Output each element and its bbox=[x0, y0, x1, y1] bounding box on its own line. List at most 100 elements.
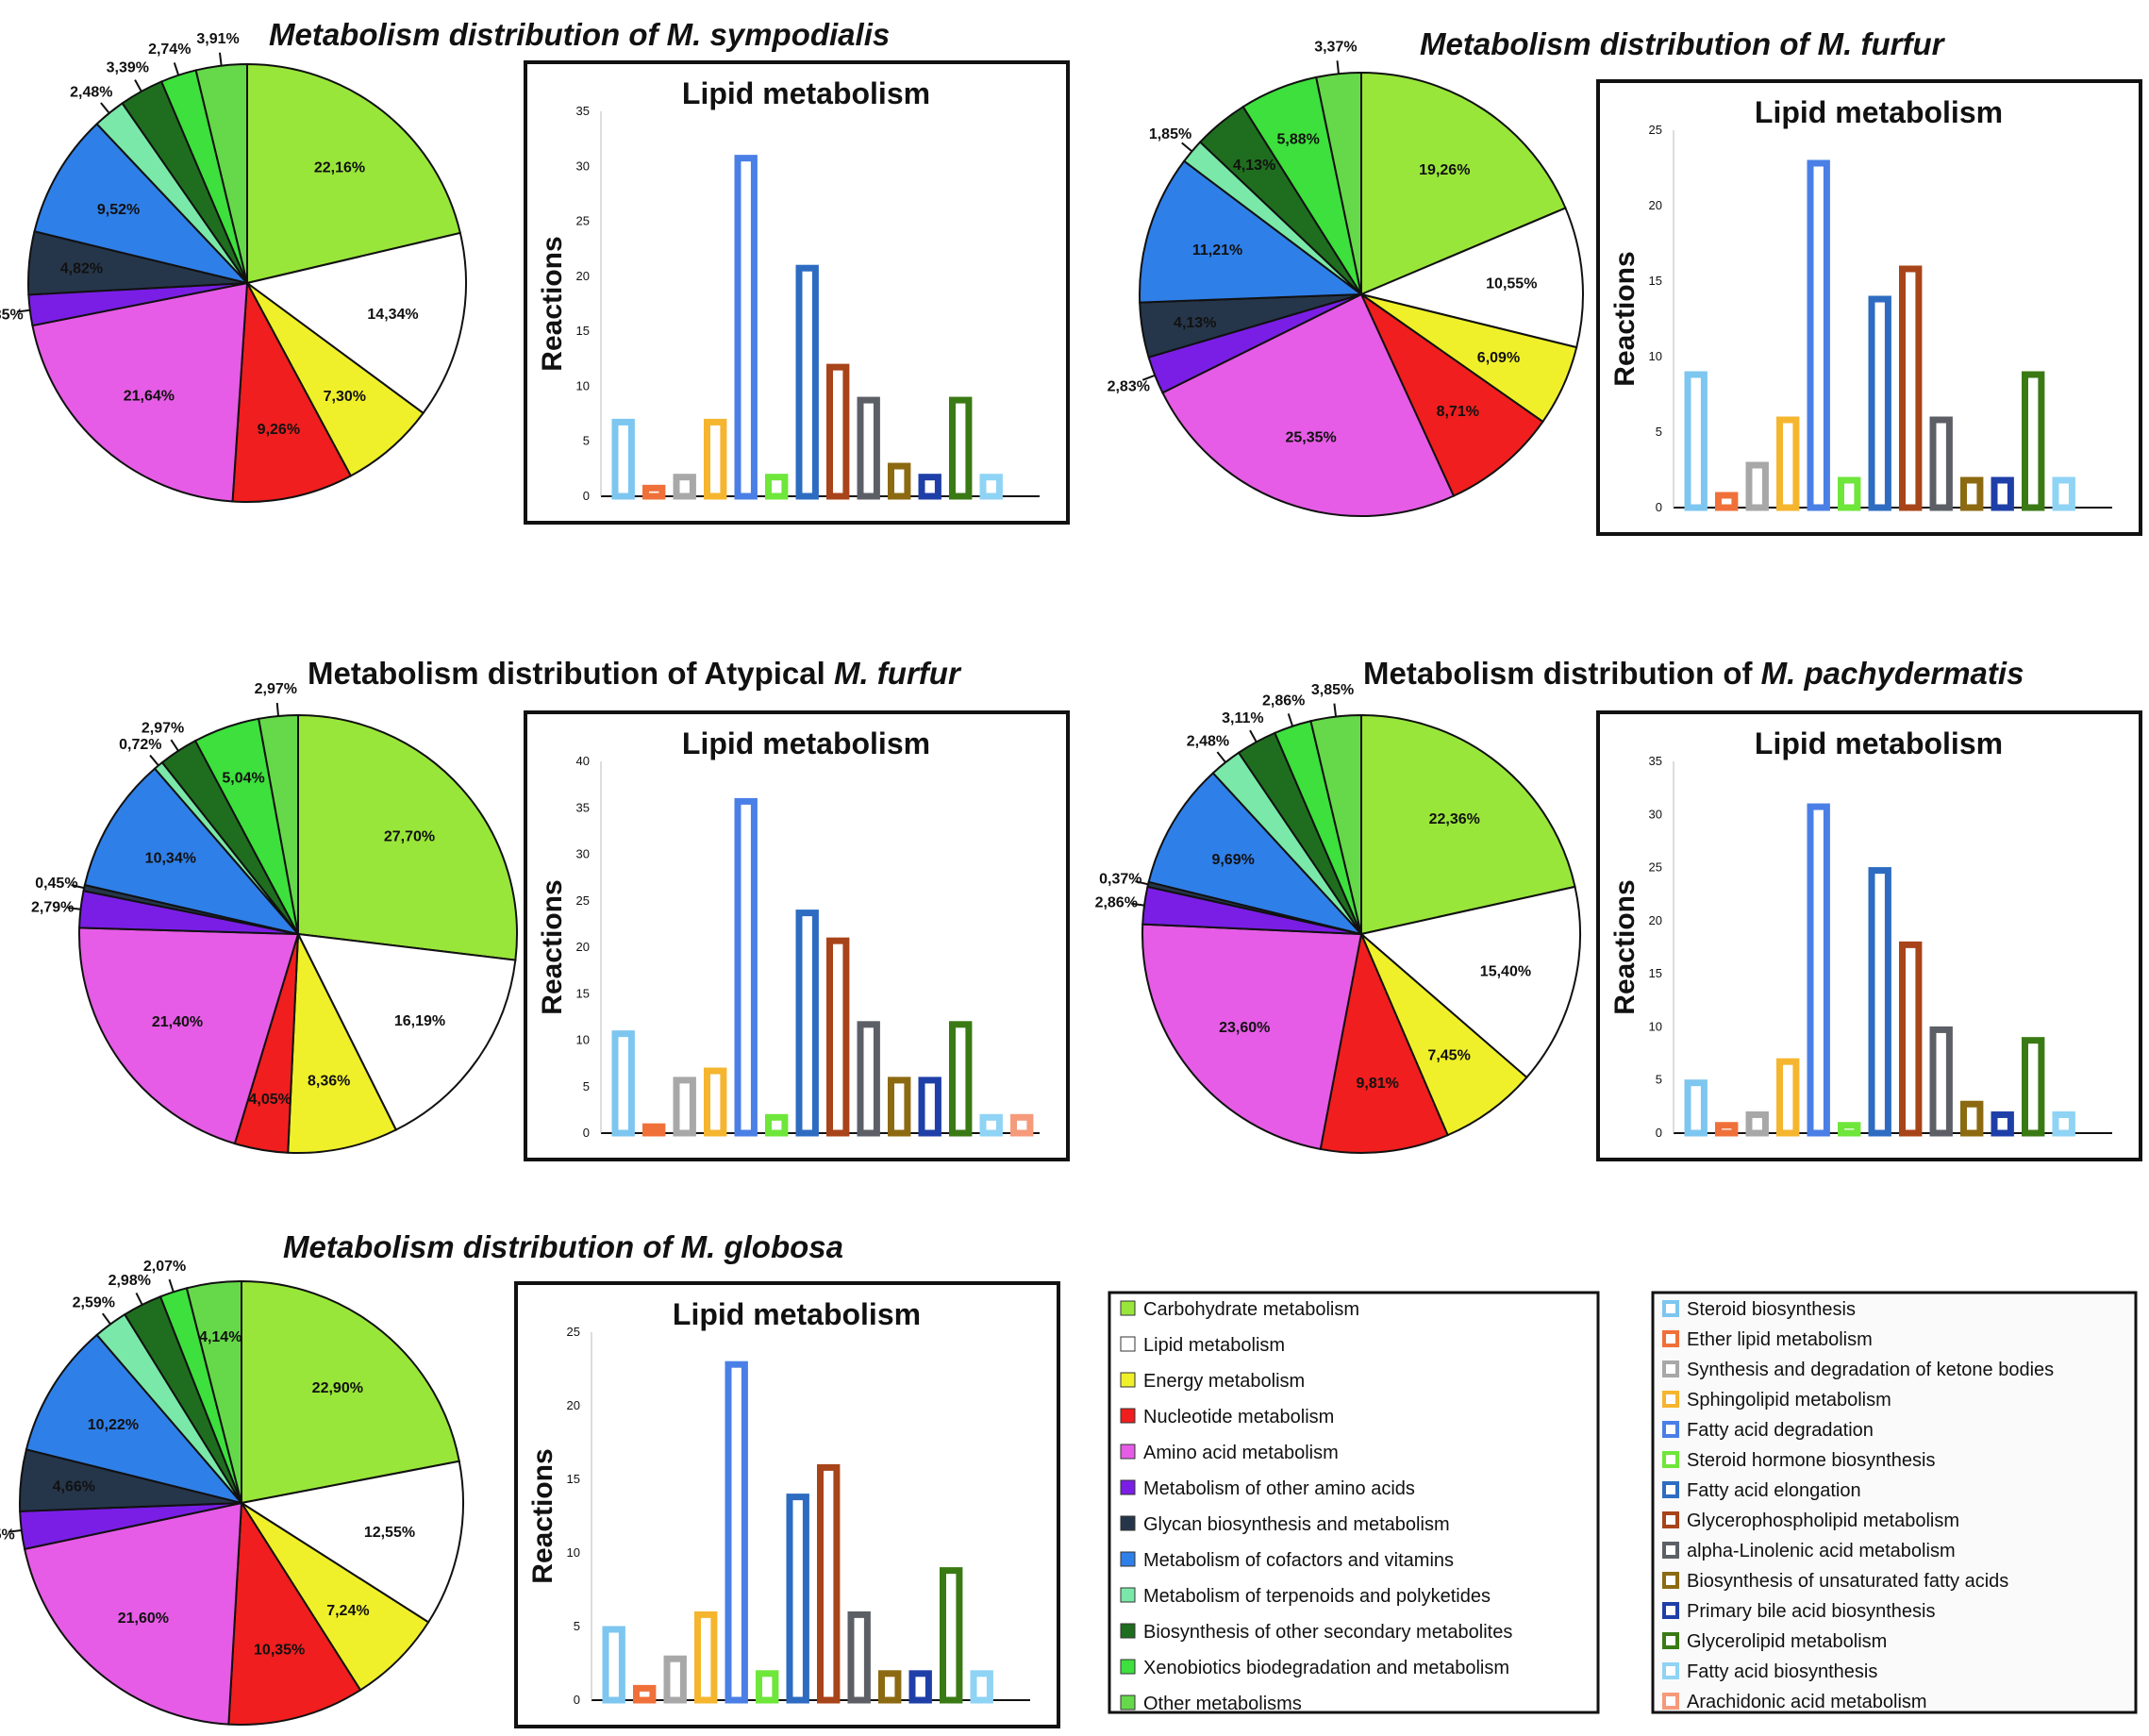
bar-chart-pachydermatis: Lipid metabolism Reactions 0 5 10 15 20 25 30 35 bbox=[1596, 710, 2142, 1161]
label-leader-line bbox=[71, 884, 85, 890]
y-tick-label: 5 bbox=[583, 434, 590, 448]
pie-slice-label: 21,64% bbox=[124, 388, 175, 404]
bar-biosynthesis-of-unsaturated-fatty-acids bbox=[878, 1670, 902, 1704]
pie-chart-title: Metabolism distribution of Atypical M. f… bbox=[308, 656, 962, 691]
legend-item-label: Fatty acid biosynthesis bbox=[1687, 1661, 1877, 1682]
pie-slice-label: 8,36% bbox=[308, 1073, 350, 1089]
pie-slice-label: 2,86% bbox=[1262, 693, 1305, 709]
y-tick-label: 25 bbox=[1649, 860, 1662, 875]
y-tick-label: 15 bbox=[576, 324, 590, 338]
pie-slice-label: 23,60% bbox=[1219, 1020, 1270, 1036]
legend-item-label: Arachidonic acid metabolism bbox=[1687, 1692, 1927, 1712]
pie-slice-label: 3,39% bbox=[107, 60, 149, 76]
title-prefix: Metabolism distribution of bbox=[283, 1229, 681, 1264]
bar-glycerophospholipid-metabolism bbox=[826, 937, 850, 1137]
label-leader-line bbox=[1130, 902, 1145, 907]
pie-slice-label: 2,35% bbox=[0, 308, 24, 324]
bar-fatty-acid-biosynthesis bbox=[970, 1670, 993, 1704]
y-tick-label: 15 bbox=[1649, 274, 1662, 288]
metabolism-legend: Carbohydrate metabolism Lipid metabolism E… bbox=[1108, 1291, 1600, 1714]
y-axis-label: Reactions bbox=[527, 1448, 558, 1583]
bar-alpha-linolenic-acid-metabolism bbox=[857, 1021, 880, 1137]
title-prefix: Metabolism distribution of bbox=[1420, 26, 1818, 61]
bar-sphingolipid-metabolism bbox=[694, 1611, 718, 1704]
title-species: M. furfur bbox=[1818, 26, 1946, 61]
pie-slice-label: 2,59% bbox=[73, 1294, 115, 1310]
pie-slice-label: 25,35% bbox=[1285, 430, 1336, 446]
pie-chart-atypical: 27,70% 16,19% 8,36% 4,05% 21,40% 2,79% 0,45% 10… bbox=[31, 656, 962, 1154]
pie-slice-label: 2,98% bbox=[108, 1273, 151, 1289]
pie-slice-label: 12,55% bbox=[364, 1525, 415, 1541]
legend-item-label: Steroid hormone biosynthesis bbox=[1687, 1450, 1935, 1471]
pie-slice-label: 7,30% bbox=[324, 389, 366, 405]
bar-synthesis-and-degradation-of-ketone-bodies bbox=[663, 1655, 687, 1704]
legend-swatch bbox=[1662, 1451, 1679, 1468]
legend-item-label: Synthesis and degradation of ketone bodi… bbox=[1687, 1360, 2054, 1380]
y-tick-label: 30 bbox=[576, 159, 590, 173]
pie-slice-label: 22,16% bbox=[314, 159, 365, 175]
label-leader-line bbox=[218, 52, 223, 66]
pie-slice bbox=[78, 926, 300, 1145]
bar-ether-lipid-metabolism bbox=[642, 1123, 666, 1137]
pie-slice bbox=[194, 62, 248, 284]
bar-steroid-biosynthesis bbox=[602, 1626, 625, 1704]
legend-swatch bbox=[1120, 1551, 1136, 1567]
legend-item-label: Metabolism of cofactors and vitamins bbox=[1143, 1550, 1454, 1571]
pie-slice-label: 4,13% bbox=[1174, 315, 1216, 331]
bar-fatty-acid-biosynthesis bbox=[2052, 1110, 2075, 1137]
legend-swatch bbox=[1662, 1391, 1679, 1408]
bar-synthesis-and-degradation-of-ketone-bodies bbox=[1745, 461, 1769, 511]
bar-steroid-biosynthesis bbox=[1684, 371, 1708, 511]
pie-slice bbox=[1319, 930, 1449, 1154]
legend-swatch bbox=[1662, 1662, 1679, 1679]
label-leader-line bbox=[1336, 60, 1340, 75]
pie-slice-label: 2,07% bbox=[143, 1259, 186, 1275]
pie-slice bbox=[1309, 713, 1362, 935]
pie-slice-label: 19,26% bbox=[1419, 162, 1470, 178]
pie-slice bbox=[1360, 933, 1528, 1137]
y-tick-label: 0 bbox=[1656, 1126, 1662, 1140]
bar-fatty-acid-degradation bbox=[725, 1360, 748, 1704]
label-leader-line bbox=[1181, 142, 1193, 153]
y-tick-label: 35 bbox=[576, 104, 590, 118]
pie-slice bbox=[231, 279, 353, 503]
pie-slice bbox=[1358, 885, 1581, 1079]
pie-slice bbox=[246, 282, 425, 477]
label-leader-line bbox=[149, 754, 159, 766]
legend-swatch bbox=[1120, 1444, 1136, 1460]
y-tick-label: 5 bbox=[1656, 425, 1662, 439]
label-leader-line bbox=[1333, 703, 1338, 717]
bar-fatty-acid-biosynthesis bbox=[979, 474, 1003, 500]
y-tick-label: 10 bbox=[576, 378, 590, 392]
bar-glycerophospholipid-metabolism bbox=[1899, 265, 1923, 511]
pie-slice bbox=[1147, 771, 1364, 936]
pie-slice-label: 10,55% bbox=[1486, 275, 1537, 292]
label-leader-line bbox=[100, 102, 110, 114]
pie-chart-title: Metabolism distribution of M. globosa bbox=[283, 1229, 843, 1264]
legend-swatch bbox=[1662, 1300, 1679, 1317]
bar-synthesis-and-degradation-of-ketone-bodies bbox=[673, 1077, 696, 1137]
legend-swatch bbox=[1120, 1623, 1136, 1639]
pie-slice-label: 4,05% bbox=[248, 1092, 291, 1108]
y-tick-label: 0 bbox=[1656, 500, 1662, 514]
bar-arachidonic-acid-metabolism bbox=[1010, 1113, 1034, 1137]
y-tick-label: 25 bbox=[576, 214, 590, 228]
pie-slice-label: 8,71% bbox=[1437, 404, 1479, 420]
y-tick-label: 15 bbox=[567, 1472, 580, 1486]
bar-primary-bile-acid-biosynthesis bbox=[1991, 1110, 2014, 1137]
legend-swatch bbox=[1662, 1542, 1679, 1559]
legend-item-label: Nucleotide metabolism bbox=[1143, 1407, 1334, 1427]
bar-fatty-acid-elongation bbox=[1868, 867, 1891, 1137]
bar-chart-title: Lipid metabolism bbox=[1755, 726, 2003, 760]
pie-slice-label: 2,79% bbox=[31, 899, 74, 915]
pie-slice-label: 9,26% bbox=[258, 422, 300, 438]
bar-chart-globosa: Lipid metabolism Reactions 0 5 10 15 20 25 bbox=[514, 1281, 1060, 1728]
legend-swatch bbox=[1120, 1300, 1136, 1316]
label-leader-line bbox=[1216, 751, 1226, 763]
y-tick-label: 20 bbox=[1649, 198, 1662, 212]
pie-chart-title: Metabolism distribution of M. pachyderma… bbox=[1363, 656, 2024, 691]
y-tick-label: 0 bbox=[583, 1126, 590, 1140]
pie-slice-label: 3,11% bbox=[1222, 710, 1263, 726]
pie-chart-furfur: 19,26% 10,55% 6,09% 8,71% 25,35% 2,83% 4,13% 11… bbox=[1108, 26, 1946, 517]
bar-steroid-biosynthesis bbox=[611, 1030, 635, 1137]
